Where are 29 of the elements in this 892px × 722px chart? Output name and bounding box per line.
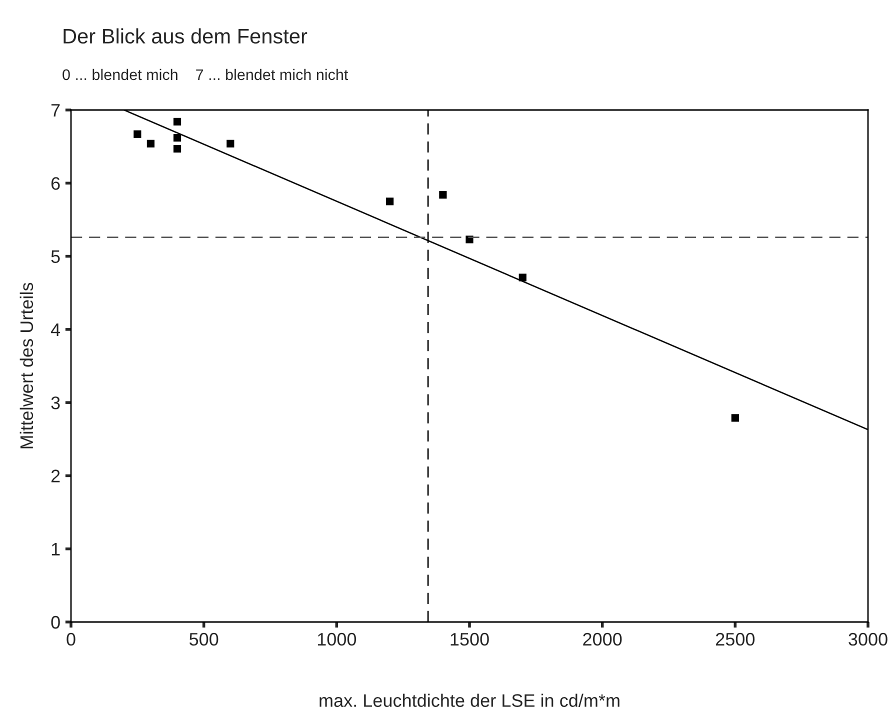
y-tick-label: 1 — [52, 542, 60, 556]
x-tick-label: 3000 — [848, 632, 888, 646]
x-tick-label: 500 — [189, 632, 218, 646]
y-tick-label: 4 — [50, 324, 60, 336]
point — [518, 274, 526, 282]
point — [146, 140, 155, 148]
point — [439, 191, 447, 199]
point — [134, 130, 142, 138]
x-tick-label: 1000 — [318, 632, 356, 646]
y-tick-label: 5 — [51, 250, 60, 264]
x-tick-label: 1500 — [450, 632, 489, 646]
point — [173, 144, 182, 153]
point — [173, 118, 182, 126]
y-tick-label: 2 — [51, 470, 60, 482]
x-axis-title: max. Leuchtdichte der LSE in cd/m*m — [320, 694, 620, 707]
y-tick-label: 0 — [51, 616, 60, 629]
y-tick-label: 3 — [51, 396, 60, 410]
chart-title: Der Blick aus dem Fenster — [64, 28, 308, 44]
x-tick-label: 0 — [66, 632, 76, 646]
chart-subtitle: 0 ... blendet mich 7 ... blendet mich nicht — [62, 68, 348, 80]
point — [226, 140, 234, 148]
x-tick-label: 2500 — [716, 632, 755, 646]
x-tick-label: 2000 — [583, 632, 622, 646]
point — [173, 134, 182, 142]
y-tick-label: 6 — [51, 177, 60, 190]
point — [731, 414, 739, 422]
y-axis-title: Mittelwert des Urteils — [20, 282, 34, 448]
y-tick-label: 7 — [51, 104, 60, 117]
point — [386, 198, 394, 206]
